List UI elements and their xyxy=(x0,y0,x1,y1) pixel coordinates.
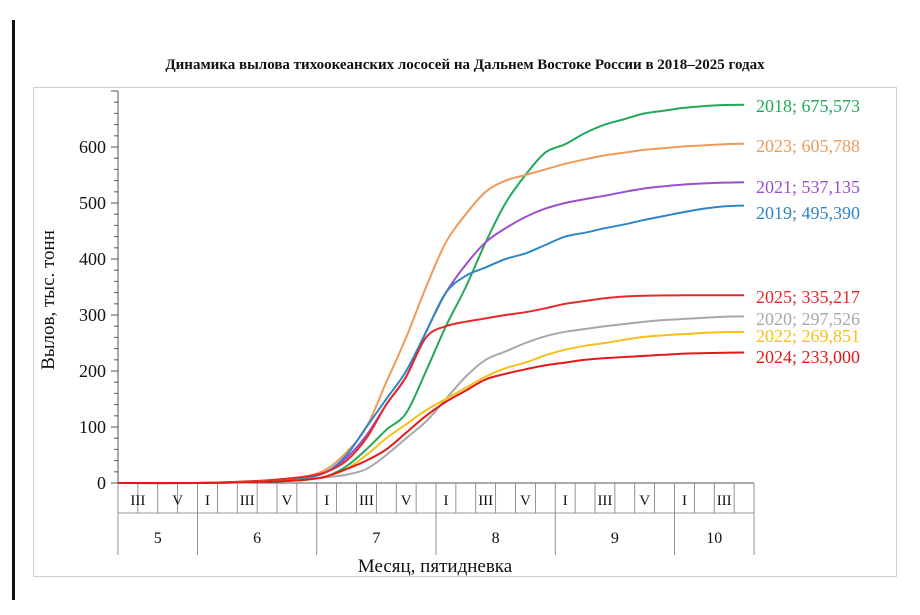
pentad-label: III xyxy=(359,493,374,509)
y-tick-label: 200 xyxy=(79,361,106,381)
month-label: 5 xyxy=(154,530,162,547)
series-label-layer: 2018; 675,573 2023; 605,788 2021; 537,135 2… xyxy=(756,96,860,367)
y-tick-label: 500 xyxy=(79,193,106,213)
pentad-label: I xyxy=(682,493,687,509)
month-label: 9 xyxy=(611,530,619,547)
series-end-label-2025: 2025; 335,217 xyxy=(756,287,860,307)
pentad-label: III xyxy=(597,493,612,509)
pentad-label: III xyxy=(130,493,145,509)
pentad-label: V xyxy=(172,493,183,509)
series-line-2019 xyxy=(117,204,745,485)
series-end-label-2018: 2018; 675,573 xyxy=(756,96,860,116)
y-axis-layer: 0 100 200 300 400 500 600 xyxy=(79,90,119,493)
y-tick-label: 300 xyxy=(79,305,106,325)
pentad-label: III xyxy=(240,493,255,509)
x-axis-title: Месяц, пятидневка xyxy=(358,556,513,577)
pentad-label: V xyxy=(639,493,650,509)
month-label: 6 xyxy=(253,530,261,547)
month-label: 8 xyxy=(492,530,500,547)
series-end-label-2023: 2023; 605,788 xyxy=(756,136,860,156)
month-label: 10 xyxy=(706,530,722,547)
y-tick-label: 400 xyxy=(79,249,106,269)
series-line-2025 xyxy=(117,294,745,485)
y-tick-label: 100 xyxy=(79,417,106,437)
pentad-label: I xyxy=(205,493,210,509)
pentad-label: V xyxy=(401,493,412,509)
series-line-2024 xyxy=(117,351,745,485)
y-tick-label: 0 xyxy=(97,473,106,493)
pentad-label: V xyxy=(282,493,293,509)
series-end-label-2022: 2022; 269,851 xyxy=(756,326,860,346)
series-end-label-2019: 2019; 495,390 xyxy=(756,203,860,223)
chart-title: Динамика вылова тихоокеанских лососей на… xyxy=(165,57,765,73)
pentad-label: I xyxy=(324,493,329,509)
y-tick-label: 600 xyxy=(79,137,106,157)
left-margin-rule xyxy=(12,20,15,600)
month-label: 7 xyxy=(372,530,380,547)
pentad-label: I xyxy=(563,493,568,509)
series-end-label-2021: 2021; 537,135 xyxy=(756,177,860,197)
series-layer xyxy=(117,103,745,485)
series-end-label-2024: 2024; 233,000 xyxy=(756,347,860,367)
pentad-label: I xyxy=(443,493,448,509)
chart-frame xyxy=(33,87,897,577)
series-line-2023 xyxy=(117,142,745,485)
series-line-2018 xyxy=(117,103,745,485)
series-end-label-2020: 2020; 297,526 xyxy=(756,309,860,329)
pentad-label: III xyxy=(478,493,493,509)
pentad-label: III xyxy=(717,493,732,509)
series-line-2020 xyxy=(117,315,745,485)
y-axis-title: Вылов, тыс. тонн xyxy=(38,230,59,370)
pentad-label: V xyxy=(520,493,531,509)
